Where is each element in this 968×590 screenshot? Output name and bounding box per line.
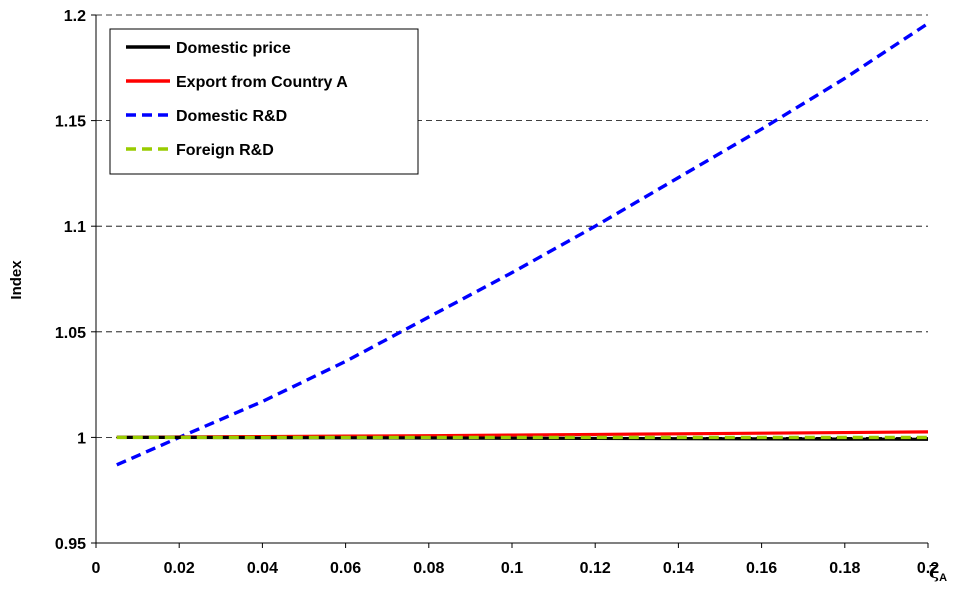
x-tick-labels: 0 0.02 0.04 0.06 0.08 0.1 0.12 0.14 0.16 0.18 0.2	[92, 560, 940, 577]
y-tick-label: 0.95	[55, 536, 86, 553]
y-tick-label: 1.05	[55, 325, 86, 342]
legend-label-2: Domestic R&D	[176, 108, 287, 125]
legend: Domestic price Export from Country A Domes…	[109, 28, 419, 175]
x-tick-label: 0.12	[580, 560, 611, 577]
legend-label-0: Domestic price	[176, 40, 291, 57]
x-tick-label: 0	[92, 560, 101, 577]
x-tick-label: 0.2	[917, 560, 939, 577]
x-tick-label: 0.06	[330, 560, 361, 577]
x-tick-label: 0.08	[413, 560, 444, 577]
y-tick-label: 1.2	[64, 8, 86, 25]
y-tick-label: 1.1	[64, 219, 86, 236]
y-tick-labels: 0.95 1 1.05 1.1 1.15 1.2	[55, 8, 86, 553]
series-line-2	[116, 22, 929, 467]
y-axis-label: Index	[8, 260, 25, 300]
series-lines	[116, 22, 929, 467]
legend-label-3: Foreign R&D	[176, 142, 274, 159]
x-axis-label-subscript: A	[939, 572, 947, 584]
x-tick-label: 0.14	[663, 560, 694, 577]
legend-label-1: Export from Country A	[176, 74, 348, 91]
x-tick-label: 0.18	[829, 560, 860, 577]
x-axis-label-symbol: ζ	[929, 563, 939, 583]
x-tick-label: 0.16	[746, 560, 777, 577]
y-tick-label: 1	[77, 430, 86, 447]
x-tick-label: 0.02	[164, 560, 195, 577]
x-tick-label: 0.04	[247, 560, 278, 577]
x-tick-label: 0.1	[501, 560, 523, 577]
axes	[91, 14, 929, 548]
y-tick-label: 1.15	[55, 114, 86, 131]
x-axis-label: ζA	[929, 563, 947, 584]
